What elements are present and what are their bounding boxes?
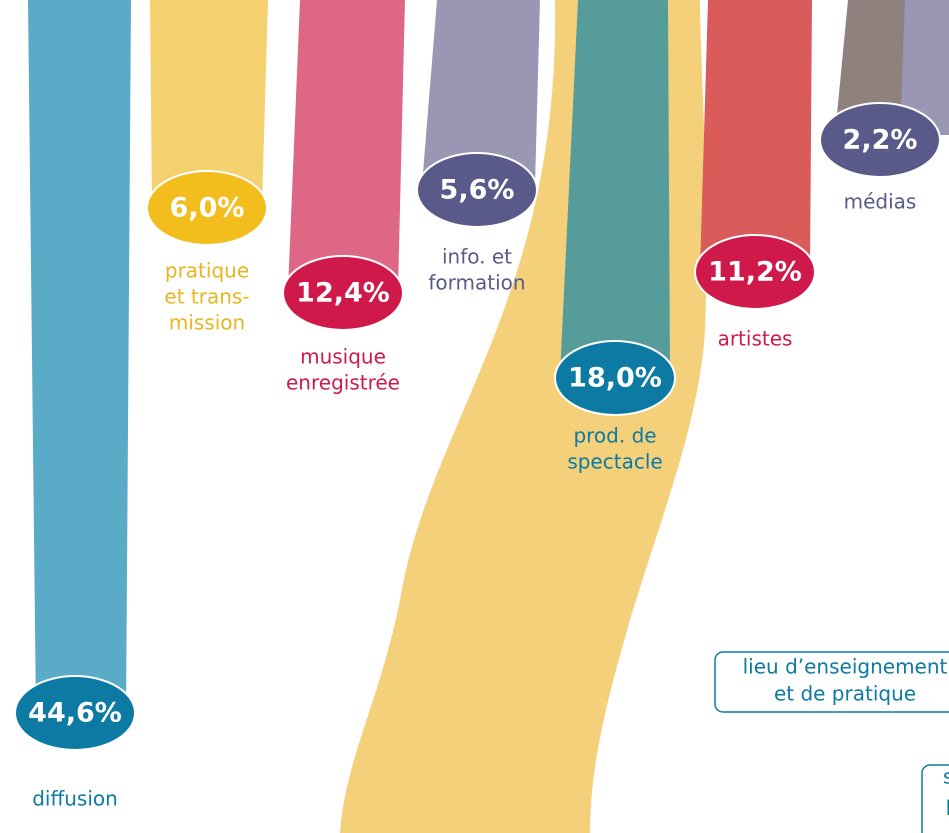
value-label: 18,0%	[568, 363, 662, 394]
value-badge	[14, 675, 136, 751]
box	[714, 651, 949, 713]
box-label: lieu d’enseignement	[743, 655, 948, 679]
value-label: 6,0%	[170, 193, 245, 224]
segment-label: spectacle	[567, 450, 662, 474]
bar	[560, 0, 670, 375]
segment-label: diffusion	[32, 787, 118, 811]
box-label: st	[943, 765, 949, 789]
segment-label: mission	[169, 311, 245, 335]
segment-label: info. et	[442, 245, 512, 269]
segment-label: musique	[300, 345, 386, 369]
segment-label: pratique	[165, 259, 249, 283]
bar	[900, 0, 949, 135]
box	[921, 764, 949, 833]
segment-label: artistes	[718, 327, 793, 351]
value-badge	[416, 152, 538, 228]
value-badge	[146, 170, 268, 246]
value-label: 2,2%	[843, 125, 918, 156]
box-label: et de pratique	[774, 682, 916, 706]
bar	[835, 0, 910, 135]
bar	[288, 0, 405, 290]
bar	[422, 0, 540, 185]
segment-label: enregistrée	[286, 371, 400, 395]
bar	[150, 0, 268, 205]
bar	[700, 0, 812, 270]
segment-label: médias	[844, 190, 917, 214]
value-badge	[694, 234, 816, 310]
segment-label: formation	[428, 271, 525, 295]
bar	[28, 0, 131, 715]
value-label: 11,2%	[708, 257, 802, 288]
value-badge	[282, 255, 404, 331]
segment-label: prod. de	[573, 424, 656, 448]
segment-label: et trans-	[164, 285, 249, 309]
value-badge	[554, 340, 676, 416]
value-label: 5,6%	[440, 175, 515, 206]
value-label: 44,6%	[28, 698, 122, 729]
value-label: 12,4%	[296, 278, 390, 309]
box-label: p	[946, 792, 949, 816]
value-badge	[819, 102, 941, 178]
